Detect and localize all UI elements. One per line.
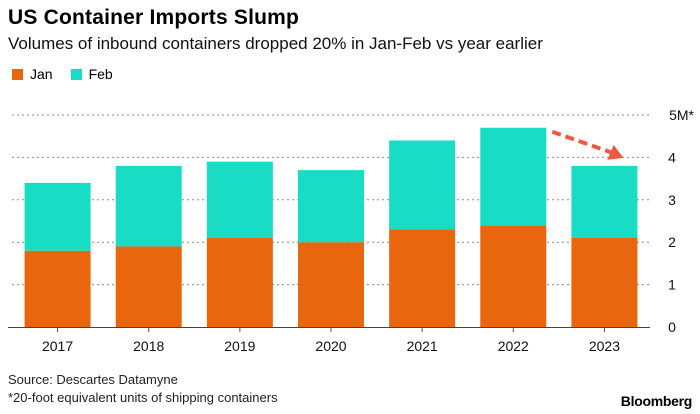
x-tick-label: 2020 (315, 338, 346, 354)
x-tick-label: 2019 (224, 338, 255, 354)
y-tick-label: 1 (668, 277, 676, 293)
y-tick-label: 0 (668, 319, 676, 335)
chart-title: US Container Imports Slump (8, 6, 300, 29)
annotation-arrow-line (551, 129, 617, 156)
bar-jan-2020 (298, 242, 364, 327)
bar-feb-2018 (115, 165, 182, 247)
legend-swatch-jan (12, 68, 23, 80)
bar-jan-2021 (389, 229, 456, 327)
x-tick-label: 2018 (133, 338, 164, 354)
x-tick-label: 2022 (498, 338, 529, 354)
legend-label-jan: Jan (30, 66, 53, 82)
chart-subtitle: Volumes of inbound containers dropped 20… (8, 34, 543, 53)
bar-feb-2021 (389, 140, 456, 230)
y-tick-label: 2 (668, 234, 676, 250)
bar-feb-2017 (24, 182, 91, 251)
brand-logo-text: Bloomberg (620, 393, 693, 409)
legend: Jan Feb (12, 66, 131, 82)
bar-jan-2019 (206, 237, 273, 327)
legend-swatch-feb (70, 68, 82, 80)
source-note: Source: Descartes Datamyne (8, 372, 178, 387)
annotation-arrow-head (607, 145, 624, 160)
x-tick-label: 2023 (589, 338, 620, 354)
bar-jan-2023 (571, 237, 638, 327)
bar-jan-2018 (115, 246, 182, 327)
footnote: *20-foot equivalent units of shipping co… (8, 390, 278, 405)
bar-feb-2020 (298, 170, 364, 243)
y-tick-label: 4 (668, 149, 676, 165)
bar-feb-2023 (571, 165, 638, 238)
bar-jan-2022 (480, 225, 547, 327)
y-tick-label: 5M* (669, 107, 694, 123)
x-tick-label: 2017 (42, 338, 73, 354)
legend-item-jan: Jan (12, 66, 53, 82)
bar-feb-2022 (480, 127, 547, 226)
x-tick-label: 2021 (407, 338, 438, 354)
bar-jan-2017 (24, 250, 91, 327)
bar-feb-2019 (206, 161, 273, 238)
legend-label-feb: Feb (88, 66, 113, 82)
y-tick-label: 3 (668, 192, 676, 208)
legend-item-feb: Feb (70, 66, 113, 82)
